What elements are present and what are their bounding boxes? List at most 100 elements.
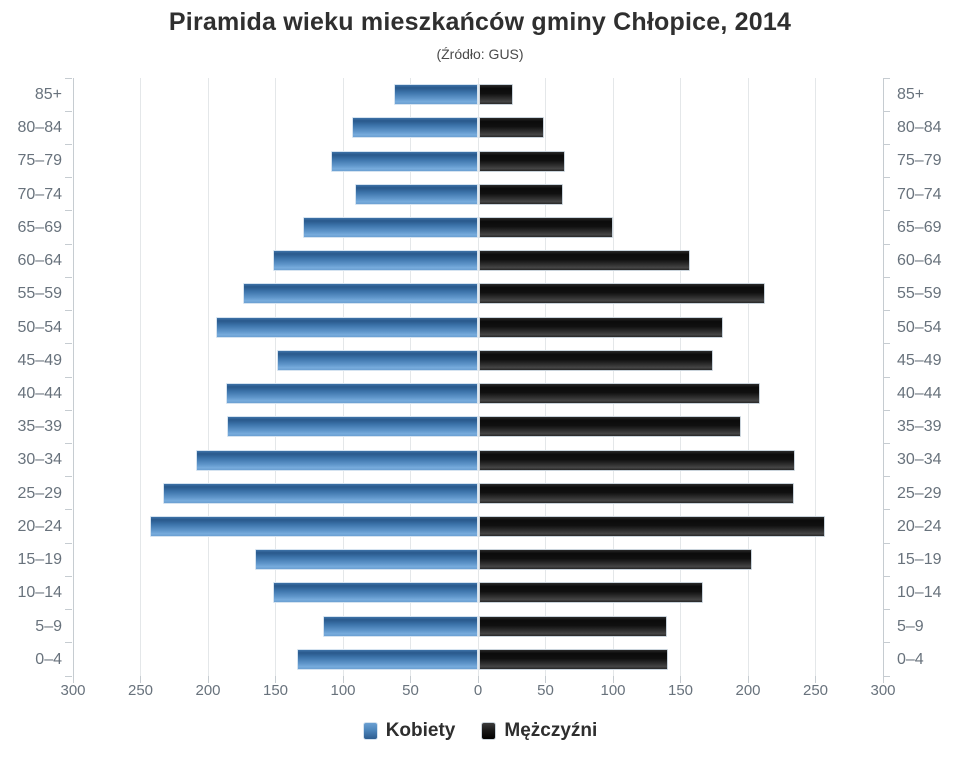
gridline bbox=[410, 78, 411, 676]
left-axis-tick bbox=[65, 376, 72, 378]
bar-mezczyzni bbox=[479, 549, 752, 571]
right-axis-tick bbox=[883, 675, 890, 677]
y-axis-label-right: 0–4 bbox=[897, 650, 924, 668]
y-axis-label-right: 85+ bbox=[897, 86, 925, 103]
x-axis-tick bbox=[275, 676, 276, 683]
y-axis-label-left: 55–59 bbox=[17, 285, 63, 303]
bar-kobiety bbox=[355, 183, 478, 205]
x-axis-label: 300 bbox=[870, 682, 896, 699]
left-axis-tick bbox=[65, 210, 72, 212]
bar-kobiety bbox=[330, 150, 478, 172]
x-axis-label: 0 bbox=[473, 682, 483, 699]
x-axis-tick bbox=[747, 676, 749, 683]
right-axis-tick bbox=[883, 476, 890, 478]
left-axis-tick bbox=[65, 110, 72, 112]
x-axis-tick bbox=[140, 676, 141, 683]
left-category-axis-line bbox=[72, 78, 74, 676]
x-axis-label: 250 bbox=[127, 682, 154, 699]
right-axis-tick bbox=[883, 642, 890, 644]
y-axis-label-right: 50–54 bbox=[897, 318, 942, 336]
right-axis-tick bbox=[883, 343, 890, 345]
y-axis-label-left: 20–24 bbox=[17, 517, 63, 535]
x-axis-label: 50 bbox=[402, 682, 419, 699]
kobiety-swatch-icon bbox=[362, 722, 378, 740]
bar-mezczyzni bbox=[479, 482, 794, 504]
y-axis-label-left: 0–4 bbox=[35, 650, 62, 668]
x-axis-tick bbox=[72, 676, 74, 683]
x-axis-label: 200 bbox=[195, 682, 221, 699]
x-axis-tick bbox=[342, 676, 344, 683]
y-axis-label-right: 65–69 bbox=[897, 218, 942, 236]
bar-kobiety bbox=[297, 648, 478, 670]
x-axis-tick bbox=[815, 676, 816, 683]
y-axis-label-left: 30–34 bbox=[17, 451, 63, 469]
x-axis-label: 250 bbox=[802, 682, 829, 699]
y-axis-label-left: 65–69 bbox=[17, 218, 63, 236]
right-axis-tick bbox=[883, 376, 890, 378]
bar-kobiety bbox=[226, 416, 478, 438]
bar-mezczyzni bbox=[479, 84, 513, 106]
bar-mezczyzni bbox=[479, 615, 667, 637]
x-axis-label: 100 bbox=[330, 682, 356, 699]
x-axis-tick bbox=[477, 676, 479, 683]
right-axis-tick bbox=[883, 276, 890, 278]
y-axis-label-left: 15–19 bbox=[17, 551, 63, 569]
bar-mezczyzni bbox=[479, 283, 766, 305]
x-axis-label: 50 bbox=[537, 682, 554, 699]
right-axis-tick bbox=[883, 509, 890, 511]
right-axis-tick bbox=[883, 575, 890, 577]
legend-item-mezczyzni[interactable]: Mężczyźni bbox=[481, 720, 597, 742]
gridline bbox=[612, 78, 614, 676]
gridline bbox=[342, 78, 344, 676]
right-axis-tick bbox=[883, 442, 890, 444]
x-axis-tick bbox=[410, 676, 411, 683]
bar-mezczyzni bbox=[479, 383, 760, 405]
bar-kobiety bbox=[394, 84, 478, 106]
x-axis-labels: 300 250 200 150 100 50 0 50 100 150 200 250 300 bbox=[0, 682, 960, 702]
mezczyzni-swatch-icon bbox=[481, 722, 497, 740]
bar-kobiety bbox=[352, 117, 478, 139]
y-axis-label-right: 25–29 bbox=[897, 484, 942, 502]
y-axis-label-left: 75–79 bbox=[17, 152, 63, 170]
y-axis-label-right: 10–14 bbox=[897, 584, 942, 602]
left-axis-tick bbox=[65, 642, 72, 644]
y-axis-label-right: 45–49 bbox=[897, 351, 942, 369]
right-axis-tick bbox=[883, 110, 890, 112]
y-axis-label-right: 70–74 bbox=[897, 185, 942, 203]
left-axis-tick bbox=[65, 343, 72, 345]
bar-mezczyzni bbox=[479, 183, 563, 205]
bar-mezczyzni bbox=[479, 516, 825, 537]
gridline bbox=[140, 78, 141, 676]
y-axis-label-right: 40–44 bbox=[897, 384, 942, 402]
gridline bbox=[815, 78, 816, 676]
left-axis-tick bbox=[65, 542, 72, 544]
bar-mezczyzni bbox=[479, 648, 668, 670]
right-axis-tick bbox=[883, 243, 890, 245]
y-axis-label-right: 20–24 bbox=[897, 517, 942, 535]
left-axis-tick bbox=[65, 442, 72, 444]
y-axis-label-right: 80–84 bbox=[897, 119, 942, 137]
left-axis-tick bbox=[65, 276, 72, 278]
gridline bbox=[545, 78, 546, 676]
y-axis-label-right: 60–64 bbox=[897, 252, 942, 270]
right-axis-tick bbox=[883, 542, 890, 544]
x-axis-tick bbox=[680, 676, 681, 683]
y-axis-label-left: 70–74 bbox=[17, 185, 63, 203]
left-axis-tick bbox=[65, 310, 72, 312]
left-axis-tick bbox=[65, 509, 72, 511]
y-axis-label-right: 75–79 bbox=[897, 152, 942, 170]
y-axis-label-right: 55–59 bbox=[897, 285, 942, 303]
bar-mezczyzni bbox=[479, 349, 713, 371]
left-axis-tick bbox=[65, 476, 72, 478]
y-axis-label-left: 45–49 bbox=[17, 351, 63, 369]
left-axis-tick bbox=[65, 177, 72, 179]
y-axis-label-left: 80–84 bbox=[17, 119, 63, 137]
gridline bbox=[477, 78, 479, 676]
legend-item-kobiety[interactable]: Kobiety bbox=[362, 720, 455, 742]
right-axis-tick bbox=[883, 143, 890, 145]
y-axis-label-left: 25–29 bbox=[17, 484, 63, 502]
y-axis-label-left: 50–54 bbox=[17, 318, 63, 336]
x-axis-tick bbox=[207, 676, 209, 683]
right-axis-tick bbox=[883, 77, 890, 79]
bar-mezczyzni bbox=[479, 217, 613, 238]
